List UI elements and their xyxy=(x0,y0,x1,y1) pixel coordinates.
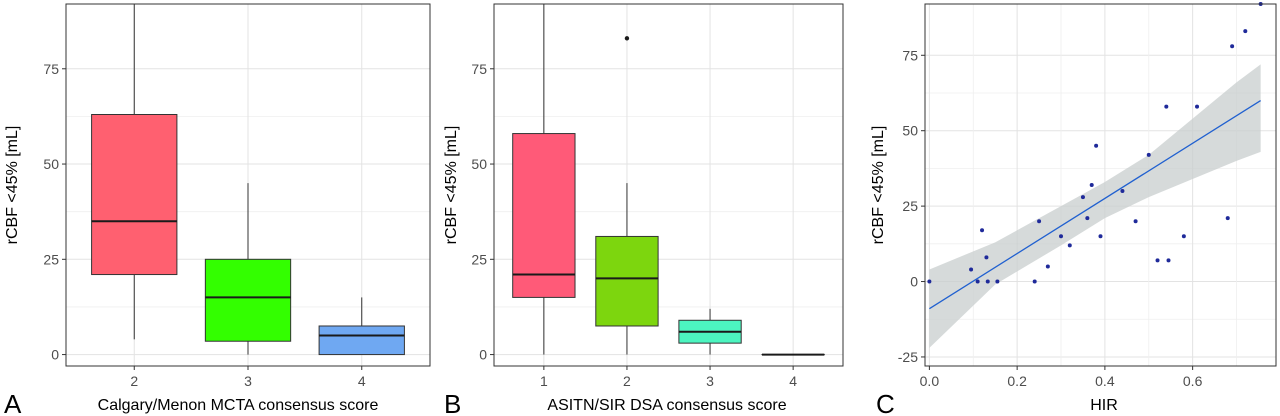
box xyxy=(204,258,292,342)
y-tick-label-c: -25 xyxy=(898,349,918,365)
x-tick-label: 2 xyxy=(623,373,631,389)
panel-letter-c: C xyxy=(876,389,895,416)
y-tick-label-b: 25 xyxy=(471,251,487,267)
x-tick-label: 1 xyxy=(540,373,548,389)
scatter-point xyxy=(1230,44,1235,49)
outlier-point xyxy=(624,36,630,41)
x-tick-label: 0.6 xyxy=(1183,373,1203,389)
y-tick-label-b: 75 xyxy=(471,61,487,77)
plot-area-c: -25 0 25 50 75 0.0 0.2 0.4 0.6 xyxy=(898,2,1277,389)
plot-border-a xyxy=(65,3,431,367)
box xyxy=(512,133,576,298)
y-tick-label-b: 0 xyxy=(479,347,487,363)
scatter-point xyxy=(1094,143,1099,148)
scatter-point xyxy=(1080,195,1085,200)
xlabel-b: ASITN/SIR DSA consensus score xyxy=(547,397,786,414)
confidence-band xyxy=(929,64,1261,348)
x-tick-label: 0.4 xyxy=(1095,373,1115,389)
scatter-point xyxy=(1045,264,1050,269)
scatter-point xyxy=(1120,189,1125,194)
scatter-point xyxy=(1098,234,1103,239)
scatter-point xyxy=(1037,219,1042,224)
scatter-point xyxy=(1155,258,1160,263)
panel-letter-b: B xyxy=(444,389,461,416)
scatter-point xyxy=(995,279,1000,284)
box xyxy=(91,114,178,276)
scatter-point xyxy=(1059,234,1064,239)
x-tick-label: 4 xyxy=(358,373,366,389)
x-tick-label: 0.2 xyxy=(1007,373,1027,389)
regression-line xyxy=(929,99,1261,310)
x-tick-label: 3 xyxy=(244,373,252,389)
scatter-point xyxy=(1032,279,1037,284)
scatter-point xyxy=(1089,183,1094,187)
y-tick-label-c: 0 xyxy=(910,274,918,290)
scatter-point xyxy=(975,279,980,284)
scatter-point xyxy=(984,255,989,260)
scatter-point xyxy=(1181,234,1186,239)
box xyxy=(318,325,405,356)
scatter-point xyxy=(1195,104,1200,109)
x-tick-label: 2 xyxy=(130,373,138,389)
scatter-point xyxy=(1166,258,1171,263)
scatter-point xyxy=(1067,243,1072,248)
xlabel-a: Calgary/Menon MCTA consensus score xyxy=(98,397,379,414)
scatter-point xyxy=(980,228,985,233)
y-tick-label-b: 50 xyxy=(471,156,487,172)
scatter-point xyxy=(1225,216,1230,221)
y-tick-label-a: 50 xyxy=(43,156,59,172)
scatter-point xyxy=(1133,219,1138,224)
y-tick-label-c: 75 xyxy=(902,47,918,63)
scatter-point xyxy=(1243,29,1248,34)
scatter-point xyxy=(1085,216,1090,221)
scatter-point xyxy=(927,279,932,284)
panel-letter-a: A xyxy=(4,389,22,416)
ylabel-c: rCBF <45% [mL] xyxy=(870,126,887,245)
xlabel-c: HIR xyxy=(1090,397,1118,414)
panel-b: B ASITN/SIR DSA consensus score rCBF <45… xyxy=(443,3,844,416)
y-tick-label-a: 25 xyxy=(43,251,59,267)
panel-a: A Calgary/Menon MCTA consensus score rCB… xyxy=(4,3,431,416)
y-tick-label-c: 50 xyxy=(902,123,918,139)
scatter-point xyxy=(1146,152,1151,157)
y-tick-label-a: 0 xyxy=(51,347,59,363)
scatter-point xyxy=(985,279,990,284)
scatter-point xyxy=(969,267,974,272)
ylabel-b: rCBF <45% [mL] xyxy=(443,126,460,245)
box xyxy=(595,235,659,327)
y-tick-label-c: 25 xyxy=(902,198,918,214)
plot-border-b xyxy=(493,3,844,367)
ylabel-a: rCBF <45% [mL] xyxy=(4,126,21,245)
scatter-point xyxy=(1164,104,1169,109)
x-tick-label: 0.0 xyxy=(920,373,940,389)
y-tick-label-a: 75 xyxy=(43,61,59,77)
panel-c: C HIR rCBF <45% [mL] -25 0 25 50 75 0.0 0.2 0.4… xyxy=(870,2,1277,416)
x-tick-label: 4 xyxy=(789,373,797,389)
x-tick-label: 3 xyxy=(706,373,714,389)
plot-area-a: 0 25 50 75 2 3 4 xyxy=(43,3,431,389)
plot-border-c xyxy=(924,3,1277,367)
plot-area-b: 0 25 50 75 1 2 3 4 xyxy=(471,3,844,389)
